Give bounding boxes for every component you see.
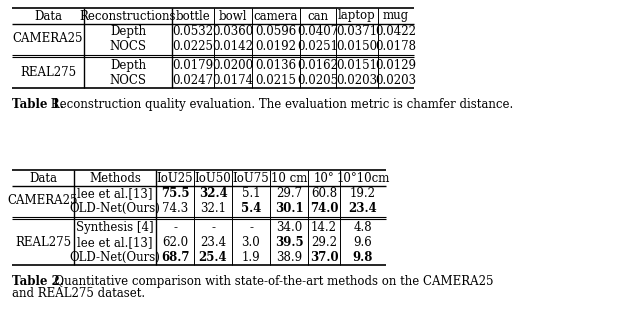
Text: 0.0178: 0.0178 [376, 40, 417, 53]
Text: IoU25: IoU25 [157, 171, 193, 184]
Text: 0.0150: 0.0150 [337, 40, 378, 53]
Text: 3.0: 3.0 [242, 236, 260, 249]
Text: 14.2: 14.2 [311, 221, 337, 234]
Text: laptop: laptop [338, 10, 376, 22]
Text: CAMERA25: CAMERA25 [8, 194, 78, 207]
Text: 10°: 10° [314, 171, 334, 184]
Text: 0.0407: 0.0407 [298, 25, 339, 38]
Text: 0.0151: 0.0151 [337, 59, 378, 72]
Text: REAL275: REAL275 [20, 67, 76, 80]
Text: 23.4: 23.4 [349, 202, 378, 215]
Text: 0.0360: 0.0360 [212, 25, 253, 38]
Text: 37.0: 37.0 [310, 251, 339, 264]
Text: 9.8: 9.8 [353, 251, 373, 264]
Text: 0.0136: 0.0136 [255, 59, 296, 72]
Text: REAL275: REAL275 [15, 236, 71, 249]
Text: -: - [249, 221, 253, 234]
Text: can: can [307, 10, 328, 22]
Text: 5.4: 5.4 [241, 202, 261, 215]
Text: NOCS: NOCS [109, 74, 147, 87]
Text: 0.0192: 0.0192 [255, 40, 296, 53]
Text: 5.1: 5.1 [242, 187, 260, 200]
Text: 0.0162: 0.0162 [298, 59, 339, 72]
Text: 29.7: 29.7 [276, 187, 302, 200]
Text: 0.0225: 0.0225 [173, 40, 214, 53]
Text: -: - [211, 221, 215, 234]
Text: 60.8: 60.8 [311, 187, 337, 200]
Text: OLD-Net(Ours): OLD-Net(Ours) [70, 202, 161, 215]
Text: IoU75: IoU75 [232, 171, 269, 184]
Text: mug: mug [383, 10, 409, 22]
Text: Reconstruction quality evaluation. The evaluation metric is chamfer distance.: Reconstruction quality evaluation. The e… [47, 98, 514, 111]
Text: 25.4: 25.4 [198, 251, 227, 264]
Text: 39.5: 39.5 [275, 236, 303, 249]
Text: 38.9: 38.9 [276, 251, 302, 264]
Text: Methods: Methods [89, 171, 141, 184]
Text: Table 2.: Table 2. [12, 275, 64, 288]
Text: 32.1: 32.1 [200, 202, 226, 215]
Text: 34.0: 34.0 [276, 221, 302, 234]
Text: 74.0: 74.0 [310, 202, 339, 215]
Text: OLD-Net(Ours): OLD-Net(Ours) [70, 251, 161, 264]
Text: CAMERA25: CAMERA25 [13, 33, 83, 45]
Text: Reconstructions: Reconstructions [80, 10, 176, 22]
Text: lee et al.[13]: lee et al.[13] [77, 187, 153, 200]
Text: 0.0179: 0.0179 [172, 59, 214, 72]
Text: Data: Data [29, 171, 57, 184]
Text: 75.5: 75.5 [161, 187, 189, 200]
Text: 10 cm: 10 cm [271, 171, 307, 184]
Text: 9.6: 9.6 [354, 236, 372, 249]
Text: 74.3: 74.3 [162, 202, 188, 215]
Text: 68.7: 68.7 [161, 251, 189, 264]
Text: bowl: bowl [219, 10, 247, 22]
Text: 0.0371: 0.0371 [337, 25, 378, 38]
Text: Quantitative comparison with state-of-the-art methods on the CAMERA25: Quantitative comparison with state-of-th… [47, 275, 494, 288]
Text: Depth: Depth [110, 59, 146, 72]
Text: 19.2: 19.2 [350, 187, 376, 200]
Text: lee et al.[13]: lee et al.[13] [77, 236, 153, 249]
Text: 29.2: 29.2 [311, 236, 337, 249]
Text: 0.0205: 0.0205 [298, 74, 339, 87]
Text: 0.0596: 0.0596 [255, 25, 296, 38]
Text: bottle: bottle [175, 10, 211, 22]
Text: 32.4: 32.4 [198, 187, 227, 200]
Text: 62.0: 62.0 [162, 236, 188, 249]
Text: Table 1.: Table 1. [12, 98, 64, 111]
Text: 0.0422: 0.0422 [376, 25, 417, 38]
Text: Synthesis [4]: Synthesis [4] [76, 221, 154, 234]
Text: 0.0142: 0.0142 [212, 40, 253, 53]
Text: 0.0174: 0.0174 [212, 74, 253, 87]
Text: 1.9: 1.9 [242, 251, 260, 264]
Text: 0.0532: 0.0532 [172, 25, 214, 38]
Text: 0.0200: 0.0200 [212, 59, 253, 72]
Text: 0.0203: 0.0203 [337, 74, 378, 87]
Text: 4.8: 4.8 [354, 221, 372, 234]
Text: NOCS: NOCS [109, 40, 147, 53]
Text: 0.0251: 0.0251 [298, 40, 339, 53]
Text: 0.0215: 0.0215 [255, 74, 296, 87]
Text: Depth: Depth [110, 25, 146, 38]
Text: 30.1: 30.1 [275, 202, 303, 215]
Text: IoU50: IoU50 [195, 171, 232, 184]
Text: 10°10cm: 10°10cm [336, 171, 390, 184]
Text: 23.4: 23.4 [200, 236, 226, 249]
Text: and REAL275 dataset.: and REAL275 dataset. [12, 287, 145, 300]
Text: 0.0129: 0.0129 [376, 59, 417, 72]
Text: 0.0203: 0.0203 [376, 74, 417, 87]
Text: -: - [173, 221, 177, 234]
Text: Data: Data [34, 10, 62, 22]
Text: 0.0247: 0.0247 [172, 74, 214, 87]
Text: camera: camera [254, 10, 298, 22]
